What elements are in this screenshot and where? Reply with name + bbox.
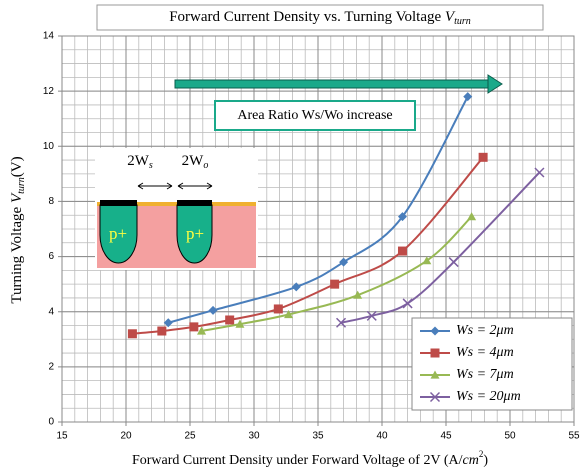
marker (157, 327, 166, 336)
x-tick-label: 50 (504, 431, 516, 442)
y-label-text: Turning Voltage (9, 203, 25, 304)
x-tick-label: 35 (312, 431, 324, 442)
chart: 15 20 25 30 35 40 45 50 55 0 2 4 6 8 10 12 14 Forward Cu… (0, 0, 584, 475)
x-tick-label: 15 (56, 431, 68, 442)
inset-contact (177, 200, 212, 206)
inset-label-text: 2W (182, 153, 205, 169)
y-tick-label: 2 (48, 361, 54, 372)
y-tick-label: 4 (48, 306, 54, 317)
x-label-end: ) (483, 453, 488, 468)
inset: p+ p+ 2Ws 2Wo (95, 148, 258, 270)
y-tick-label: 14 (43, 31, 55, 42)
y-label-subscript: turn (16, 177, 27, 194)
inset-label-sub: s (149, 160, 153, 171)
marker (431, 349, 440, 358)
inset-region: p+ (186, 224, 204, 243)
x-tick-label: 25 (184, 431, 196, 442)
x-tick-label: 55 (568, 431, 580, 442)
y-label-unit: (V) (9, 156, 25, 177)
title-subscript: turn (454, 16, 471, 27)
y-tick-label: 6 (48, 251, 54, 262)
x-tick-label: 20 (120, 431, 132, 442)
legend-label: Ws = 2μm (456, 323, 514, 338)
chart-title: Forward Current Density vs. Turning Volt… (169, 9, 471, 27)
x-tick-label: 30 (248, 431, 260, 442)
inset-label-sub: o (203, 160, 208, 171)
x-label-symbol: cm (463, 453, 479, 468)
marker (225, 315, 234, 324)
page: 15 20 25 30 35 40 45 50 55 0 2 4 6 8 10 12 14 Forward Cu… (0, 0, 584, 475)
y-tick-label: 12 (43, 86, 55, 97)
inset-region: p+ (109, 224, 127, 243)
legend: Ws = 2μm Ws = 4μm Ws = 7μm Ws = 20μm (412, 318, 572, 410)
x-axis-label: Forward Current Density under Forward Vo… (132, 449, 488, 468)
marker (330, 280, 339, 289)
inset-contact (100, 200, 137, 206)
legend-label: Ws = 4μm (456, 345, 514, 360)
x-tick-label: 45 (440, 431, 452, 442)
marker (189, 322, 198, 331)
marker (398, 247, 407, 256)
y-tick-label: 10 (43, 141, 55, 152)
y-tick-label: 8 (48, 196, 54, 207)
x-label-text: Forward Current Density under Forward Vo… (132, 453, 463, 468)
legend-label: Ws = 7μm (456, 367, 514, 382)
legend-label: Ws = 20μm (456, 389, 521, 404)
marker (274, 304, 283, 313)
y-tick-label: 0 (48, 417, 54, 428)
x-tick-label: 40 (376, 431, 388, 442)
marker (128, 329, 137, 338)
marker (479, 153, 488, 162)
y-axis-label: Turning Voltage Vturn(V) (9, 156, 27, 303)
annotation-text: Area Ratio Ws/Wo increase (237, 108, 392, 123)
arrow-body (175, 80, 490, 88)
title-text: Forward Current Density vs. Turning Volt… (169, 9, 445, 25)
inset-label-text: 2W (127, 153, 150, 169)
